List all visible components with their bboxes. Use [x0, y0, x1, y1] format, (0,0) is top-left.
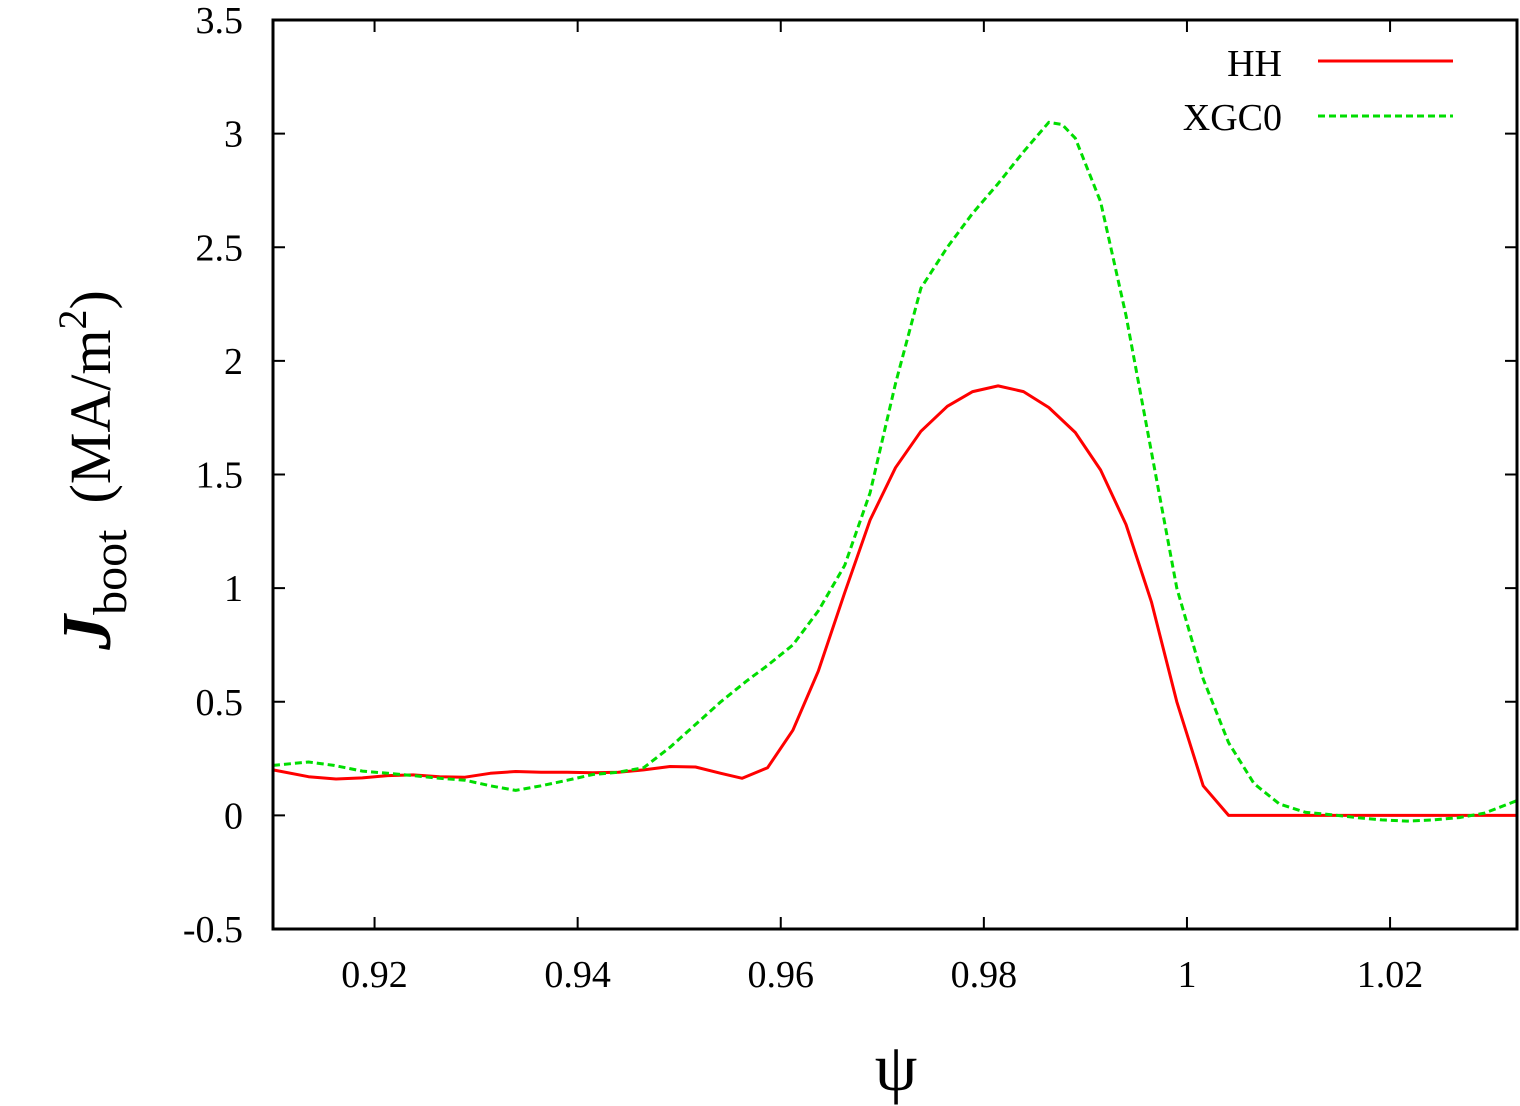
y-tick-label: 0.5: [196, 682, 244, 724]
y-axis-unit-open: (MA/m: [58, 329, 123, 503]
y-axis-symbol: J: [49, 613, 126, 651]
y-axis-unit-close: ): [58, 290, 123, 309]
plot-frame: [271, 18, 1519, 931]
y-tick-label: 3: [224, 114, 243, 156]
x-axis-label: ψ: [875, 1029, 918, 1105]
legend: HH XGC0: [1183, 43, 1453, 139]
y-tick-label: 2.5: [196, 227, 244, 269]
y-tick-label: -0.5: [183, 909, 243, 951]
x-tick-label: 1.02: [1357, 954, 1424, 996]
x-tick-label: 0.98: [951, 954, 1018, 996]
y-tick-label: 2: [224, 341, 243, 383]
legend-label-hh: HH: [1227, 43, 1282, 85]
y-axis-label: Jboot (MA/m2): [49, 290, 137, 651]
axis-ticks: [273, 19, 1517, 930]
series-line-hh: [272, 384, 1517, 817]
x-tick-label: 0.92: [341, 954, 408, 996]
series-line-xgc0: [272, 120, 1518, 823]
x-tick-label: 1: [1177, 954, 1196, 996]
svg-text:Jboot(MA/m2): Jboot (MA/m2): [49, 290, 137, 651]
y-axis-unit-power: 2: [50, 309, 95, 329]
y-tick-label: 0: [224, 795, 243, 837]
y-tick-label: 1.5: [196, 455, 244, 497]
y-axis-subscript: boot: [84, 529, 137, 615]
legend-label-xgc0: XGC0: [1183, 97, 1282, 139]
y-tick-label: 1: [224, 568, 243, 610]
x-tick-label: 0.94: [544, 954, 611, 996]
x-tick-label: 0.96: [748, 954, 815, 996]
y-tick-label: 3.5: [196, 0, 244, 42]
data-series: [272, 120, 1518, 823]
tick-labels: 0.92 0.94 0.96 0.98 1 1.02 -0.5 0 0.5 1 1.5 2 2.5 3 3.…: [183, 0, 1423, 996]
